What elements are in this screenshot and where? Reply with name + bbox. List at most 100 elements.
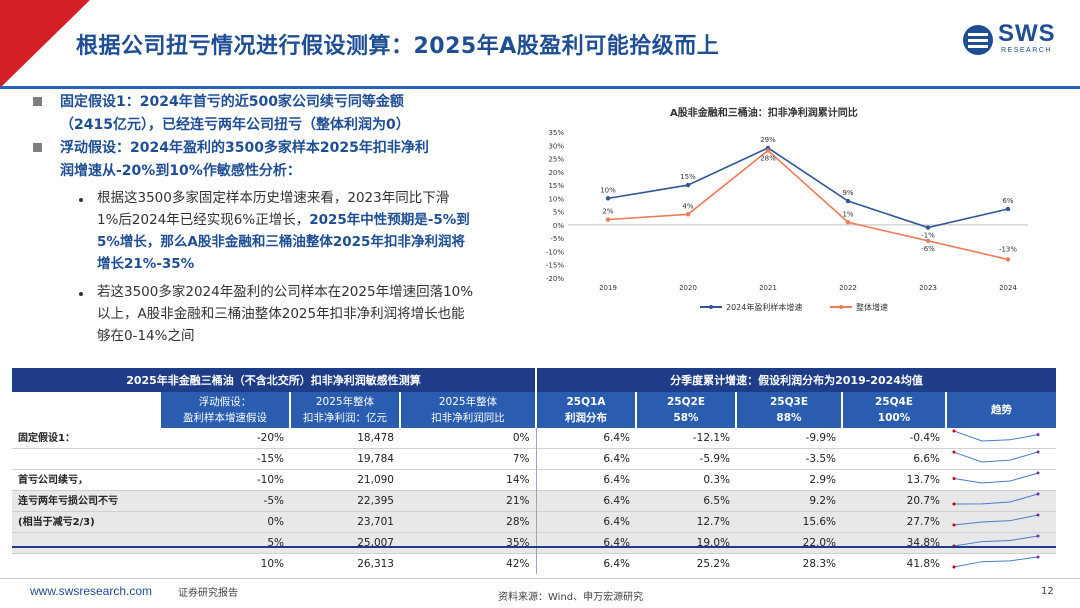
legend-label: 2024年盈利样本增速: [726, 302, 802, 312]
sparkline-point: [1036, 555, 1040, 559]
col-header-q4-l1: 25Q4E: [874, 396, 914, 408]
y-tick-label: -15%: [546, 262, 564, 270]
col-header-profit: 2025年整体 扣非净利润：亿元: [289, 392, 400, 428]
cell-q1: 6.4%: [535, 428, 636, 449]
cell-profit: 19,784: [290, 448, 400, 470]
cell-q2: 0.3%: [636, 469, 736, 491]
data-label: 29%: [760, 136, 776, 144]
col-header-q2: 25Q2E 58%: [635, 392, 736, 428]
x-tick-label: 2019: [599, 284, 617, 292]
page-number: 12: [1041, 586, 1054, 597]
line-chart: 35% 30% 25% 20% 15% 10% 5% 0% -5% -10% -15% -20% 201…: [546, 129, 1028, 312]
data-point: [765, 148, 771, 153]
col-header-yoy-l2: 扣非净利润同比: [431, 412, 505, 424]
sub-bullet-1-highlight: 2025年中性预期是-5%到: [309, 212, 470, 228]
cell-q1: 6.4%: [535, 511, 636, 533]
data-label: 28%: [760, 155, 776, 163]
cell-q3: 2.9%: [736, 469, 842, 491]
row-label-cell: 固定假设1：: [12, 428, 160, 449]
y-tick-label: 0%: [553, 222, 564, 230]
cell-growth-assumption: -5%: [160, 490, 290, 512]
cell-growth-assumption: 5%: [160, 532, 290, 554]
col-header-q3-l1: 25Q3E: [769, 396, 809, 408]
y-tick-label: 10%: [548, 195, 564, 203]
cell-profit: 23,701: [290, 511, 400, 533]
sparkline-cell: [946, 490, 1057, 512]
sparkline-point: [1036, 513, 1040, 517]
data-label: 6%: [1002, 197, 1013, 205]
sub-bullet-2-line3: 够在0-14%之间: [97, 328, 195, 344]
sparkline-point: [1036, 471, 1040, 475]
data-label: 1%: [842, 210, 853, 218]
x-tick-label: 2022: [839, 284, 857, 292]
sparkline-cell: [946, 532, 1057, 554]
y-tick-label: -5%: [550, 235, 564, 243]
col-header-q2-l1: 25Q2E: [666, 396, 706, 408]
bullet-float-line2: 润增速从-20%到10%作敏感性分析：: [60, 163, 301, 179]
bullet-fixed-line2: （2415亿元），已经连亏两年公司扭亏（整体利润为0）: [60, 117, 410, 133]
cell-q4: 27.7%: [842, 511, 946, 533]
data-label: 2%: [602, 208, 613, 216]
table-row: (相当于减亏2/3) 0% 23,701 28% 6.4% 12.7% 15.6% 27.7%: [12, 511, 1057, 533]
series-line: [607, 149, 1009, 261]
sub-bullet-2-line1: 若这3500多家2024年盈利的公司样本在2025年增速回落10%: [97, 284, 474, 300]
col-header-q4-l2: 100%: [877, 412, 911, 424]
cell-q4: 20.7%: [842, 490, 946, 512]
row-label-cell: (相当于减亏2/3): [12, 511, 160, 533]
row-label-cell: [12, 532, 160, 554]
cell-q3: 22.0%: [736, 532, 842, 554]
sparkline-point: [952, 502, 956, 506]
sparkline-line: [953, 430, 1039, 442]
x-tick-label: 2024: [999, 284, 1017, 292]
cell-q3: -9.9%: [736, 428, 842, 449]
legend-label: 整体增速: [856, 302, 888, 312]
cell-q3: -3.5%: [736, 448, 842, 470]
sparkline-cell: [946, 448, 1057, 470]
y-tick-label: 5%: [553, 209, 564, 217]
footer-divider: [0, 578, 1080, 579]
cell-q2: 19.0%: [636, 532, 736, 554]
trend-sparkline: [952, 450, 1040, 463]
bullet-square-icon: [33, 97, 42, 106]
data-label: 9%: [842, 189, 853, 197]
col-header-yoy-l1: 2025年整体: [438, 396, 498, 408]
row-label-cell: 首亏公司续亏，: [12, 469, 160, 491]
col-header-profit-l1: 2025年整体: [315, 396, 375, 408]
y-tick-label: 15%: [548, 182, 564, 190]
cell-q2: 6.5%: [636, 490, 736, 512]
sparkline-point: [1036, 534, 1040, 538]
row-label-cell: 连亏两年亏损公司不亏: [12, 490, 160, 512]
cell-growth-assumption: 0%: [160, 511, 290, 533]
y-tick-label: -10%: [546, 248, 564, 256]
cell-yoy: 7%: [400, 448, 536, 470]
cell-q4: -0.4%: [842, 428, 946, 449]
footer-report-type: 证券研究报告: [178, 588, 238, 599]
legend-marker: [709, 305, 713, 309]
cell-profit: 22,395: [290, 490, 400, 512]
data-point: [685, 212, 691, 217]
cell-yoy: 0%: [400, 428, 536, 449]
col-header-q1-l2: 利润分布: [565, 412, 607, 424]
footer-url-link[interactable]: www.swsresearch.com: [30, 584, 153, 598]
row-label-cell: [12, 553, 160, 574]
sub-bullet-1-line3: 5%增长，那么A股非金融和三桶油整体2025年扣非净利润将: [97, 234, 465, 250]
sparkline-cell: [946, 428, 1057, 449]
data-point: [605, 196, 611, 201]
y-tick-label: 35%: [548, 129, 564, 137]
cell-q2: 12.7%: [636, 511, 736, 533]
col-header-q2-l2: 58%: [673, 412, 699, 424]
page-title: 根据公司扭亏情况进行假设测算：2025年A股盈利可能拾级而上: [76, 34, 720, 59]
sparkline-line: [953, 535, 1039, 547]
sparkline-point: [952, 523, 956, 527]
col-header-float-l2: 盈利样本增速假设: [183, 412, 267, 424]
cell-profit: 25,007: [290, 532, 400, 554]
cell-yoy: 35%: [400, 532, 536, 554]
sws-logo-icon: [963, 25, 993, 55]
sparkline-line: [953, 472, 1039, 484]
sparkline-cell: [946, 511, 1057, 533]
sparkline-cell: [946, 469, 1057, 491]
header-band: [40, 0, 950, 88]
col-header-profit-l2: 扣非净利润：亿元: [303, 412, 387, 424]
sub-bullet-dot-icon: [79, 292, 83, 296]
sub-bullet-1-line1: 根据这3500多家固定样本历史增速来看，2023年同比下滑: [97, 190, 450, 206]
